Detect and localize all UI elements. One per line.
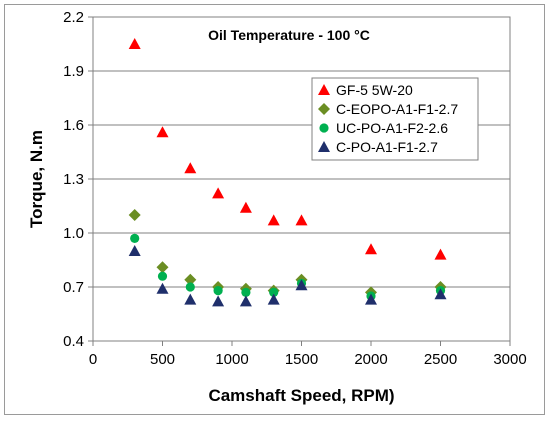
x-tick-label: 3000 (493, 351, 526, 368)
y-tick-label: 2.2 (63, 9, 84, 26)
data-point (365, 293, 377, 305)
data-point (267, 214, 280, 226)
x-tick-label: 2000 (354, 351, 387, 368)
x-tick-label: 2500 (424, 351, 457, 368)
data-point (434, 288, 447, 300)
data-point (156, 126, 169, 138)
legend-label: GF-5 5W-20 (336, 82, 413, 98)
data-point (212, 187, 225, 199)
data-point (128, 209, 141, 221)
y-tick-label: 1.3 (63, 171, 84, 188)
y-tick-label: 1.9 (63, 63, 84, 80)
data-point (365, 243, 377, 255)
data-point (156, 261, 169, 274)
y-tick-label: 1.6 (63, 117, 84, 134)
data-point (128, 245, 141, 256)
data-point (184, 162, 197, 174)
data-point (267, 293, 280, 305)
data-point (184, 273, 197, 286)
x-tick-label: 0 (89, 351, 97, 368)
legend-marker (319, 123, 329, 133)
x-tick-label: 1000 (215, 351, 248, 368)
data-point (434, 248, 447, 260)
series-1 (128, 38, 447, 260)
data-point (185, 282, 195, 292)
data-point (130, 233, 140, 243)
legend-label: C-PO-A1-F1-2.7 (336, 139, 438, 155)
legend-box (311, 77, 479, 161)
series-2 (128, 209, 447, 299)
data-point (128, 38, 141, 49)
chart-annotation: Oil Temperature - 100 °C (208, 27, 370, 43)
y-tick-label: 1.0 (63, 225, 84, 242)
legend-marker (318, 84, 330, 95)
data-point (239, 201, 252, 213)
data-points (128, 38, 447, 307)
data-point (295, 214, 308, 226)
series-4 (128, 245, 447, 307)
legend-label: C-EOPO-A1-F1-2.7 (336, 101, 458, 117)
data-point (239, 295, 252, 307)
legend-marker (318, 141, 330, 152)
data-point (241, 287, 251, 297)
y-tick-label: 0.4 (63, 333, 84, 350)
y-axis-title: Torque, N.m (27, 130, 46, 228)
chart-frame (4, 4, 545, 415)
legend: GF-5 5W-20 C-EOPO-A1-F1-2.7 UC-PO-A1-F2-2.… (311, 77, 479, 161)
x-tick-label: 500 (150, 351, 175, 368)
data-point (156, 282, 169, 294)
data-point (213, 286, 223, 296)
data-point (212, 295, 225, 307)
y-tick-label: 0.7 (63, 279, 84, 296)
x-tick-label: 1500 (285, 351, 318, 368)
legend-label: UC-PO-A1-F2-2.6 (336, 120, 448, 136)
data-point (295, 279, 308, 291)
legend-marker (318, 103, 330, 115)
y-axis-ticks: 0.4 0.7 1.0 1.3 1.6 1.9 2.2 (63, 9, 93, 350)
data-point (184, 293, 197, 305)
series-3 (130, 233, 446, 301)
x-axis-title: Camshaft Speed, RPM) (208, 386, 394, 405)
data-point (269, 287, 279, 297)
data-point (157, 271, 168, 281)
x-axis-ticks: 0 500 1000 1500 2000 2500 3000 (89, 341, 527, 368)
